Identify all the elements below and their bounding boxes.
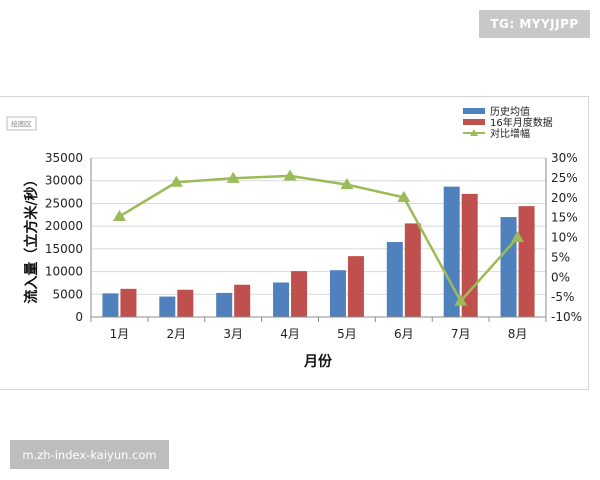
y-tick-label: 30000: [45, 174, 83, 188]
y2-tick-label: 5%: [551, 250, 570, 264]
bar-historical: [500, 217, 517, 317]
y2-tick-label: 15%: [551, 211, 578, 225]
y2-tick-label: -5%: [551, 290, 574, 304]
chart-frame: [0, 96, 589, 390]
y2-tick-label: 25%: [551, 171, 578, 185]
bar-historical: [386, 242, 403, 317]
y-tick-label: 25000: [45, 196, 83, 210]
bar-historical: [216, 292, 233, 317]
bar-year16: [291, 271, 308, 317]
legend-label: 对比增幅: [490, 127, 530, 140]
x-tick-label: 8月: [508, 327, 528, 341]
growth-point: [112, 209, 126, 221]
bar-year16: [518, 206, 535, 317]
x-axis-title: 月份: [303, 353, 333, 370]
growth-point: [511, 231, 525, 243]
bars: [102, 186, 535, 317]
bar-historical: [273, 282, 290, 317]
y-axis-title: 流入量（立方米/秒）: [23, 172, 40, 303]
legend-swatch: [463, 108, 485, 114]
x-tick-label: 2月: [166, 327, 186, 341]
y2-tick-label: 10%: [551, 231, 578, 245]
x-tick-label: 4月: [280, 327, 300, 341]
growth-point: [226, 171, 240, 183]
y2-tick-label: -10%: [551, 310, 582, 324]
bar-historical: [443, 186, 460, 317]
growth-point: [454, 294, 468, 306]
legend-label: 16年月度数据: [490, 116, 553, 129]
x-tick-label: 3月: [223, 327, 243, 341]
y-tick-label: 5000: [52, 287, 83, 301]
y2-tick-label: 0%: [551, 270, 570, 284]
legend-swatch: [463, 119, 485, 125]
y-tick-label: 35000: [45, 151, 83, 165]
growth-line-path: [118, 174, 519, 304]
plot-area-tag: 绘图区: [11, 120, 32, 129]
x-tick-label: 1月: [110, 327, 130, 341]
legend-marker: [470, 129, 478, 136]
y2-tick-label: 20%: [551, 191, 578, 205]
y-tick-label: 10000: [45, 265, 83, 279]
plot-area-tag-box: [6, 116, 37, 131]
bar-year16: [120, 288, 137, 317]
growth-point: [169, 175, 183, 187]
x-tick-label: 6月: [394, 327, 414, 341]
y-tick-label: 0: [75, 310, 83, 324]
bar-year16: [177, 289, 194, 317]
bar-year16: [347, 256, 364, 317]
watermark-bottom: m.zh-index-kaiyun.com: [10, 440, 169, 469]
x-tick-label: 5月: [337, 327, 357, 341]
growth-point: [283, 169, 297, 181]
growth-point: [340, 178, 354, 190]
bar-year16: [234, 284, 251, 317]
growth-line: [112, 169, 525, 306]
bar-historical: [102, 293, 119, 317]
growth-point: [397, 190, 411, 202]
y2-tick-label: 30%: [551, 151, 578, 165]
tick-labels: 0 5000 10000 15000 20000 25000 30000 35000 -10% -…: [45, 151, 582, 341]
y-tick-label: 15000: [45, 242, 83, 256]
legend-label: 历史均值: [490, 105, 530, 118]
x-tick-label: 7月: [451, 327, 471, 341]
gridlines: [91, 157, 546, 295]
bar-year16: [404, 223, 421, 317]
y-tick-label: 20000: [45, 219, 83, 233]
watermark-top: TG: MYYJJPP: [479, 10, 590, 38]
axes: [90, 158, 547, 322]
bar-historical: [329, 270, 346, 317]
bar-historical: [159, 296, 176, 317]
